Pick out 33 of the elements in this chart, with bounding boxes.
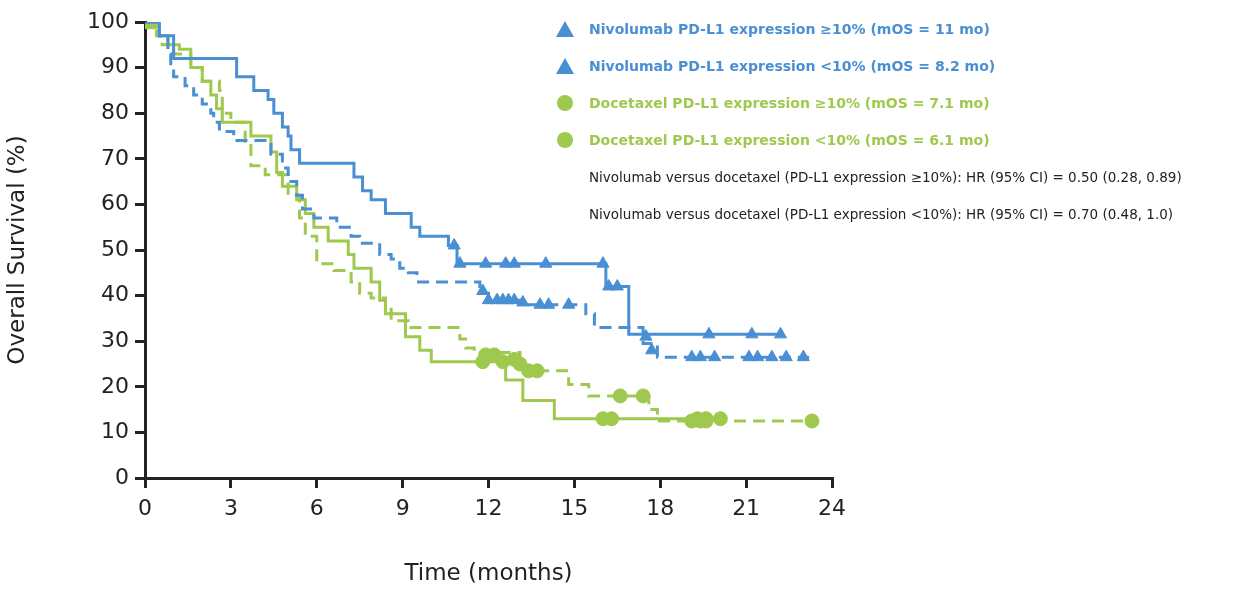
legend-label: Nivolumab PD-L1 expression ≥10% (mOS = 11 mo) — [589, 20, 990, 37]
point — [693, 349, 707, 362]
x-tick-label: 21 — [732, 494, 761, 520]
annotation: Nivolumab versus docetaxel (PD-L1 expression <10%): HR (95% CI) = 0.70 (0.48, 1.0) — [588, 204, 1175, 224]
x-tick-label: 6 — [309, 494, 324, 520]
x-tick-label: 9 — [395, 494, 410, 520]
y-tick-label: 20 — [101, 372, 129, 398]
x-tick-label: 0 — [138, 494, 152, 520]
legend-label: Nivolumab PD-L1 expression <10% (mOS = 8.2 mo) — [589, 57, 996, 74]
y-axis-title: Overall Survival (%) — [2, 135, 29, 365]
point — [804, 413, 820, 429]
y-tick-label: 50 — [101, 235, 129, 261]
point — [773, 326, 788, 339]
point — [516, 294, 530, 307]
x-tick-label: 15 — [560, 494, 589, 520]
y-tick-label: 90 — [101, 53, 129, 79]
x-tick-label: 3 — [223, 494, 238, 520]
y-tick-label: 40 — [101, 281, 129, 307]
y-tick-label: 60 — [101, 190, 129, 216]
legend-label: Docetaxel PD-L1 expression <10% (mOS = 6.1 mo) — [589, 131, 990, 148]
x-tick-label: 24 — [818, 494, 846, 520]
y-tick-label: 0 — [115, 463, 129, 489]
y-tick-label: 80 — [101, 98, 129, 124]
y-tick-label: 10 — [101, 418, 129, 444]
point — [751, 349, 765, 362]
annotation: Nivolumab versus docetaxel (PD-L1 expression ≥10%): HR (95% CI) = 0.50 (0.28, 0.89) — [588, 167, 1182, 187]
x-axis-title: Time (months) — [403, 559, 573, 586]
x-tick-label: 12 — [474, 494, 503, 520]
y-tick-label: 70 — [101, 144, 129, 170]
y-tick-label: 30 — [101, 326, 129, 352]
legend-label: Docetaxel PD-L1 expression ≥10% (mOS = 7.1 mo) — [589, 94, 990, 111]
x-tick-label: 18 — [646, 494, 675, 520]
y-tick-label: 100 — [87, 7, 129, 33]
